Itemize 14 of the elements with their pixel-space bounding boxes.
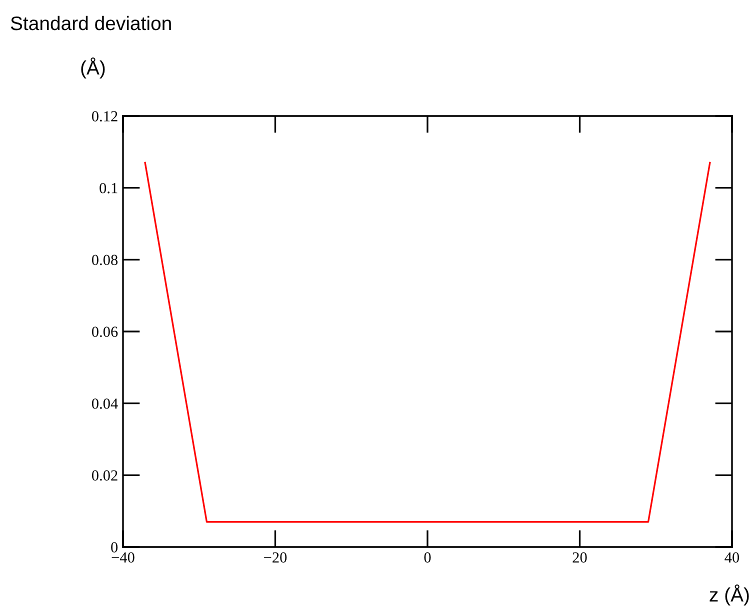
x-tick-label: −40 <box>112 552 134 563</box>
y-tick-label: 0.1 <box>100 182 118 194</box>
y-tick-label: 0.04 <box>92 398 118 409</box>
x-tick-label: 40 <box>724 552 740 563</box>
x-tick-label: 0 <box>424 552 431 563</box>
y-tick-label: 0.02 <box>92 470 118 481</box>
y-tick-label: 0.12 <box>92 111 118 122</box>
x-axis-title: z (Å) <box>710 584 749 606</box>
text: Standard deviation (Å) <box>10 16 171 79</box>
y-tick-label: 0 <box>111 542 118 552</box>
x-tick-label: −20 <box>264 552 287 563</box>
y-tick-label: 0.06 <box>92 326 118 338</box>
x-tick-label: 20 <box>572 552 587 563</box>
y-tick-label: 0.08 <box>92 254 118 266</box>
